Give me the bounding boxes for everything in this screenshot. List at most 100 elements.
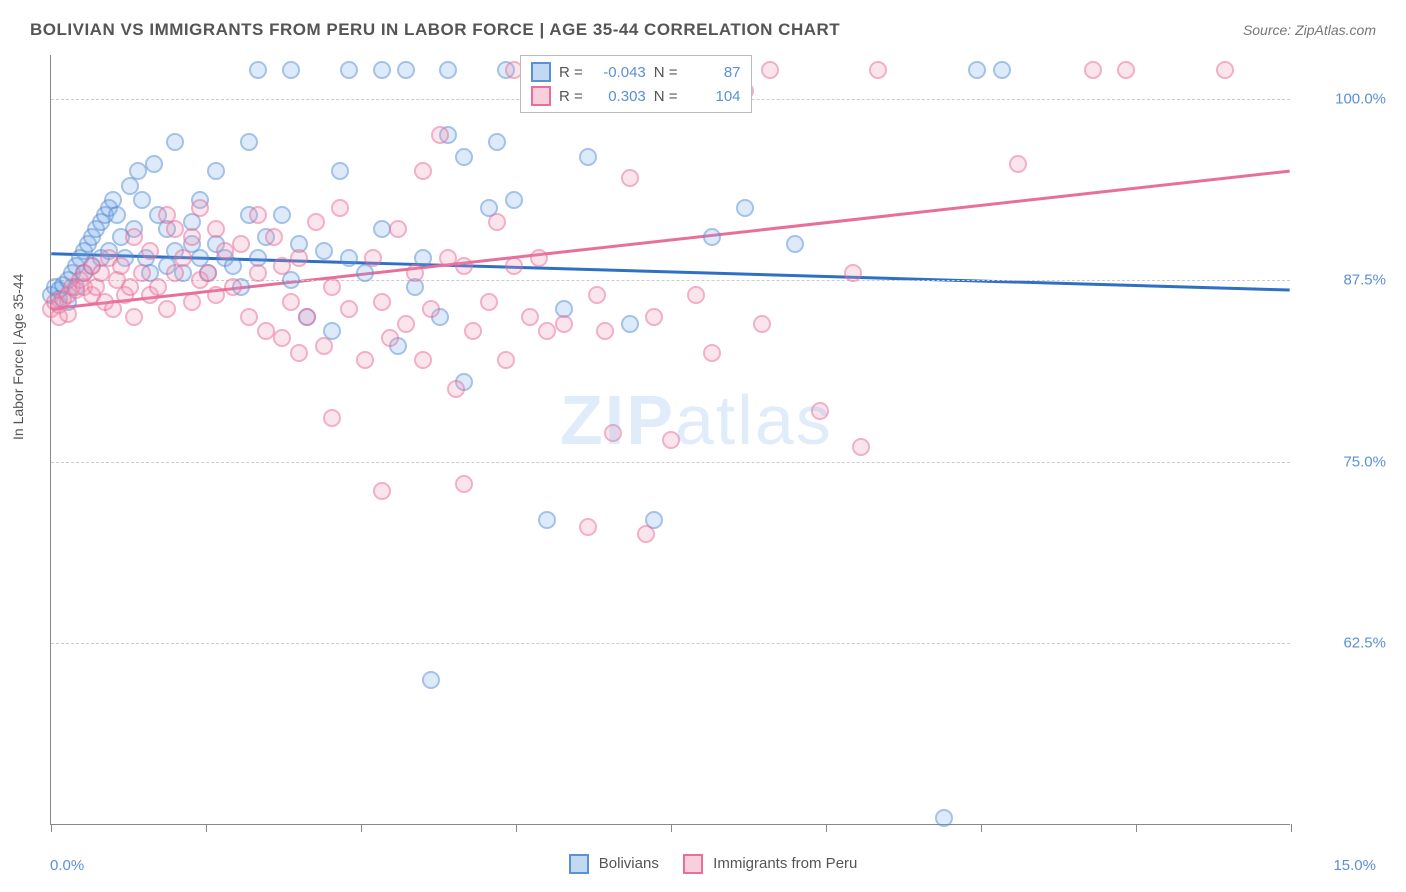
- x-tick: [361, 824, 362, 832]
- point-peru: [216, 242, 234, 260]
- point-peru: [265, 228, 283, 246]
- point-peru: [273, 257, 291, 275]
- r-label: R =: [559, 88, 583, 105]
- point-peru: [183, 228, 201, 246]
- point-peru: [373, 482, 391, 500]
- point-peru: [298, 308, 316, 326]
- legend-swatch-bolivians: [569, 854, 589, 874]
- point-peru: [112, 257, 130, 275]
- point-bolivians: [282, 61, 300, 79]
- source-attribution: Source: ZipAtlas.com: [1243, 22, 1376, 38]
- point-peru: [414, 162, 432, 180]
- stats-box: R = -0.043 N = 87 R = 0.303 N = 104: [520, 55, 752, 113]
- n-label: N =: [654, 88, 678, 105]
- gridline-h: [51, 462, 1290, 463]
- r-value-peru: 0.303: [591, 88, 646, 105]
- point-bolivians: [422, 671, 440, 689]
- point-peru: [637, 525, 655, 543]
- stats-row-peru: R = 0.303 N = 104: [531, 84, 741, 108]
- point-peru: [133, 264, 151, 282]
- legend-label-peru: Immigrants from Peru: [713, 855, 857, 872]
- point-peru: [249, 206, 267, 224]
- plot-area: [50, 55, 1290, 825]
- point-peru: [588, 286, 606, 304]
- x-tick: [671, 824, 672, 832]
- point-peru: [389, 220, 407, 238]
- point-peru: [397, 315, 415, 333]
- point-bolivians: [488, 133, 506, 151]
- point-peru: [104, 300, 122, 318]
- n-value-bolivians: 87: [686, 64, 741, 81]
- point-peru: [703, 344, 721, 362]
- point-bolivians: [373, 61, 391, 79]
- point-peru: [579, 518, 597, 536]
- bottom-legend: Bolivians Immigrants from Peru: [0, 854, 1406, 874]
- point-bolivians: [439, 61, 457, 79]
- point-bolivians: [249, 61, 267, 79]
- point-peru: [356, 351, 374, 369]
- swatch-bolivians: [531, 62, 551, 82]
- point-peru: [207, 286, 225, 304]
- point-bolivians: [315, 242, 333, 260]
- point-peru: [183, 293, 201, 311]
- point-peru: [257, 322, 275, 340]
- point-bolivians: [166, 133, 184, 151]
- point-peru: [530, 249, 548, 267]
- gridline-h: [51, 643, 1290, 644]
- point-bolivians: [331, 162, 349, 180]
- point-bolivians: [207, 162, 225, 180]
- point-peru: [125, 228, 143, 246]
- x-tick: [981, 824, 982, 832]
- n-label: N =: [654, 64, 678, 81]
- x-tick: [1136, 824, 1137, 832]
- point-peru: [753, 315, 771, 333]
- point-peru: [381, 329, 399, 347]
- point-peru: [538, 322, 556, 340]
- point-peru: [555, 315, 573, 333]
- y-axis-label: In Labor Force | Age 35-44: [10, 274, 26, 440]
- x-tick: [826, 824, 827, 832]
- point-peru: [488, 213, 506, 231]
- point-peru: [125, 308, 143, 326]
- point-bolivians: [273, 206, 291, 224]
- point-peru: [439, 249, 457, 267]
- point-peru: [232, 235, 250, 253]
- point-peru: [307, 213, 325, 231]
- point-bolivians: [240, 133, 258, 151]
- point-bolivians: [935, 809, 953, 827]
- point-bolivians: [145, 155, 163, 173]
- point-peru: [455, 257, 473, 275]
- point-peru: [431, 126, 449, 144]
- point-bolivians: [736, 199, 754, 217]
- point-peru: [59, 305, 77, 323]
- point-bolivians: [579, 148, 597, 166]
- point-peru: [464, 322, 482, 340]
- point-peru: [364, 249, 382, 267]
- point-peru: [149, 278, 167, 296]
- point-peru: [422, 300, 440, 318]
- point-peru: [852, 438, 870, 456]
- point-peru: [455, 475, 473, 493]
- point-bolivians: [505, 191, 523, 209]
- point-peru: [273, 329, 291, 347]
- y-tick-label: 100.0%: [1335, 90, 1386, 107]
- x-tick: [516, 824, 517, 832]
- point-bolivians: [538, 511, 556, 529]
- point-peru: [414, 351, 432, 369]
- point-bolivians: [340, 249, 358, 267]
- point-peru: [199, 264, 217, 282]
- point-peru: [224, 278, 242, 296]
- point-peru: [406, 264, 424, 282]
- stats-row-bolivians: R = -0.043 N = 87: [531, 60, 741, 84]
- point-bolivians: [786, 235, 804, 253]
- point-bolivians: [703, 228, 721, 246]
- point-peru: [290, 344, 308, 362]
- point-peru: [1084, 61, 1102, 79]
- point-peru: [480, 293, 498, 311]
- point-bolivians: [133, 191, 151, 209]
- y-tick-label: 75.0%: [1343, 453, 1386, 470]
- r-value-bolivians: -0.043: [591, 64, 646, 81]
- point-peru: [811, 402, 829, 420]
- point-peru: [323, 409, 341, 427]
- point-peru: [315, 337, 333, 355]
